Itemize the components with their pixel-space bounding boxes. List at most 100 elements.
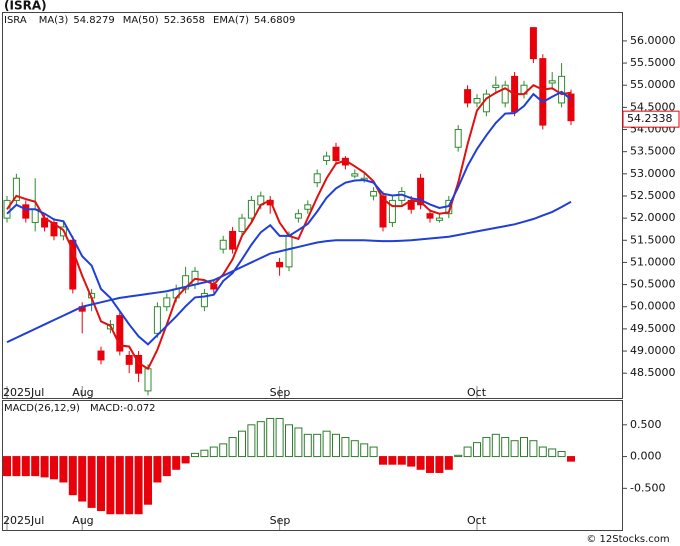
x-tick-label: 2025Jul	[3, 386, 44, 399]
candle-body	[379, 195, 387, 228]
macd-bar	[228, 437, 237, 458]
y-tick-label: 54.5000	[630, 100, 676, 113]
macd-bar	[379, 456, 387, 465]
macd-bar	[369, 446, 378, 458]
candle-body	[69, 239, 77, 290]
macd-bar	[162, 456, 171, 477]
y-tick-label: 49.0000	[630, 344, 676, 357]
candle-body	[276, 261, 284, 268]
y-tick-label: 56.0000	[630, 34, 676, 47]
candle-body	[435, 217, 443, 221]
candle-body	[558, 75, 566, 104]
macd-bar	[294, 427, 303, 458]
y-tick-label: 55.5000	[630, 56, 676, 69]
legend-name: MA(50)	[123, 15, 159, 26]
macd-bar	[416, 456, 425, 470]
legend-title: MACD(26,12,9)	[4, 403, 80, 414]
macd-bar	[322, 430, 331, 458]
candle-body	[501, 84, 509, 104]
macd-bar	[68, 456, 77, 496]
candle-body	[238, 217, 246, 232]
x-tick-label: Oct	[467, 514, 487, 527]
macd-bar	[144, 456, 152, 505]
macd-bar	[115, 456, 124, 515]
macd-bar	[238, 430, 246, 458]
y-tick-label: 48.5000	[630, 366, 676, 379]
candle-body	[426, 213, 434, 219]
candle-body	[12, 177, 20, 201]
candle-body	[50, 222, 58, 237]
y-tick-label: 55.0000	[630, 78, 676, 91]
candle-body	[22, 204, 30, 219]
candle-body	[294, 213, 302, 219]
macd-bar	[510, 440, 519, 458]
macd-bar	[12, 456, 21, 477]
macd-bar	[454, 454, 463, 458]
y-tick-label: 52.5000	[630, 189, 676, 202]
candle-body	[492, 84, 500, 88]
macd-bar	[78, 456, 87, 502]
macd-bar	[426, 456, 434, 473]
y-tick-label: 52.0000	[630, 211, 676, 224]
macd-bar	[200, 449, 209, 458]
candle-body	[229, 230, 237, 250]
candle-body	[473, 98, 481, 104]
macd-bar	[463, 446, 472, 458]
macd-bar	[444, 456, 453, 470]
macd-bar	[501, 437, 510, 458]
macd-bar	[134, 456, 143, 515]
legend-value: -0.072	[123, 403, 155, 414]
legend-value: 52.3658	[164, 15, 205, 26]
macd-bar	[59, 456, 68, 483]
x-tick-label: Oct	[467, 386, 487, 399]
y-tick-label: 49.5000	[630, 322, 676, 335]
y-tick-label: 53.0000	[630, 167, 676, 180]
candle-body	[464, 89, 472, 104]
macd-bar	[219, 443, 228, 458]
macd-bar	[87, 456, 96, 508]
x-tick-label: Sep	[270, 386, 291, 399]
macd-bar	[350, 440, 359, 458]
legend-value: 54.6809	[254, 15, 295, 26]
macd-bar	[266, 417, 275, 458]
macd-bar	[31, 456, 40, 477]
macd-bar	[303, 433, 312, 458]
candle-body	[323, 155, 331, 162]
macd-bar	[3, 456, 11, 477]
last-price-tag	[622, 110, 680, 128]
candle-body	[529, 27, 537, 60]
candle-body	[370, 191, 378, 197]
y-tick-label: 50.5000	[630, 278, 676, 291]
macd-bar	[567, 456, 575, 462]
candle-body	[97, 350, 105, 361]
candle-body	[567, 93, 575, 122]
macd-bar	[285, 424, 293, 458]
candle-body	[454, 129, 462, 148]
candle-body	[332, 146, 340, 162]
candle-body	[116, 315, 124, 352]
candle-body	[548, 80, 556, 84]
x-tick-label: 2025Jul	[3, 514, 44, 527]
macd-bar	[40, 456, 49, 478]
candle-body	[144, 368, 152, 392]
y-tick-label: 53.5000	[630, 145, 676, 158]
macd-bar	[191, 452, 199, 458]
macd-bar	[548, 448, 557, 458]
macd-bar	[275, 417, 284, 458]
macd-bar	[209, 446, 218, 458]
macd-panel	[2, 400, 623, 531]
candle-body	[285, 235, 293, 268]
y-tick-label: -0.500	[630, 481, 665, 494]
y-tick-label: 51.0000	[630, 255, 676, 268]
candle-body	[200, 292, 208, 308]
macd-bar	[172, 456, 181, 470]
x-tick-label: Aug	[72, 514, 93, 527]
legend-name: MA(3)	[39, 15, 69, 26]
legend-name: MACD:	[90, 403, 123, 414]
ma-line	[6, 90, 572, 346]
macd-bar	[97, 456, 105, 512]
macd-bar	[256, 421, 265, 458]
macd-bar	[341, 437, 350, 458]
x-tick-label: Sep	[270, 514, 291, 527]
candle-body	[388, 199, 396, 224]
